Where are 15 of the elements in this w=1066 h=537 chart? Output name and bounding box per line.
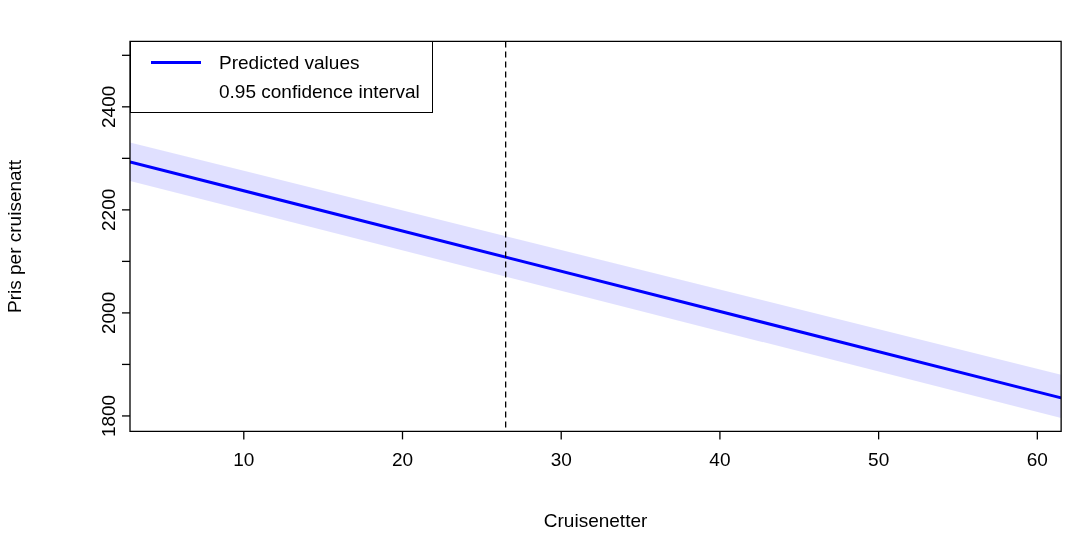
x-tick-label: 10	[233, 449, 255, 471]
legend-label: Predicted values	[219, 51, 360, 76]
y-tick-label: 2000	[98, 291, 120, 335]
y-tick-label: 1800	[98, 394, 120, 438]
x-tick-label: 30	[550, 449, 572, 471]
x-tick-label: 60	[1026, 449, 1048, 471]
annotation: 0.95 confidence interval	[219, 80, 420, 105]
x-tick-label: 40	[709, 449, 731, 471]
y-tick-label: 2200	[98, 188, 120, 232]
y-axis-title: Pris per cruisenatt	[3, 159, 25, 313]
legend-box: Predicted values 0.95 confidence interval	[130, 41, 433, 114]
x-tick-label: 20	[391, 449, 414, 471]
y-tick-label: 2400	[98, 85, 120, 128]
x-axis-title: Cruisenetter	[543, 509, 648, 531]
x-tick-label: 50	[868, 449, 890, 471]
